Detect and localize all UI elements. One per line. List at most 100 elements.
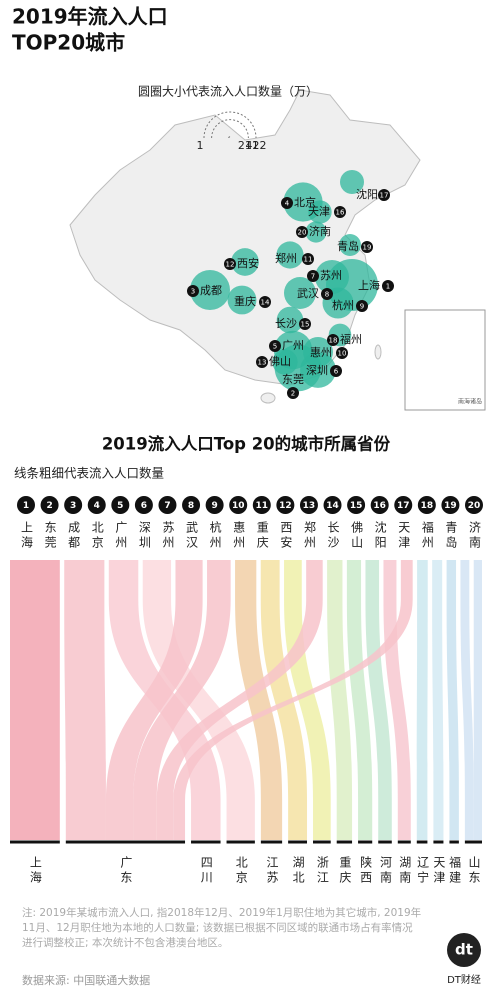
rank: 16: [373, 501, 386, 511]
city-name: 广州: [114, 521, 128, 551]
rank-badge: [347, 496, 366, 514]
map-rank-badge: [327, 334, 339, 346]
rank-badge: [182, 496, 201, 514]
city-name: 成都: [67, 521, 81, 551]
rank-badge: [299, 496, 318, 514]
map-bubble: [305, 221, 327, 243]
province-name: 广东: [119, 856, 133, 886]
map-bubble: [276, 241, 304, 269]
rank: 17: [397, 501, 410, 511]
rank-badge: [394, 496, 413, 514]
rank: 9: [211, 501, 217, 511]
city-name: 重庆: [255, 521, 269, 551]
rank: 4: [94, 501, 100, 511]
map-rank-badge: [287, 387, 299, 399]
map-rank: 8: [325, 291, 329, 299]
rank: 7: [164, 501, 170, 511]
rank-badge: [205, 496, 224, 514]
logo: [447, 933, 481, 967]
rank-badge: [370, 496, 389, 514]
legend-circle: [211, 119, 249, 139]
map-bubble: [276, 306, 304, 334]
city-name: 苏州: [161, 521, 175, 551]
rank-badge: [158, 496, 177, 514]
ribbon: [327, 560, 353, 840]
map-island: [260, 392, 276, 404]
province-name: 湖北: [291, 855, 305, 886]
map-rank-badge: [356, 300, 368, 312]
map-rank-badge: [256, 356, 268, 368]
rank-badge: [252, 496, 271, 514]
rank: 3: [70, 501, 76, 511]
rank: 13: [303, 501, 316, 511]
rank: 2: [46, 501, 52, 511]
rank: 5: [117, 501, 123, 511]
legend-label: 1: [197, 139, 204, 152]
map-rank-badge: [307, 270, 319, 282]
map-rank-badge: [296, 226, 308, 238]
ribbon: [383, 560, 411, 840]
city-name: 天津: [397, 521, 411, 551]
rank: 14: [326, 501, 339, 511]
ribbon: [432, 560, 444, 840]
title-line: TOP20城市: [12, 31, 125, 55]
rank: 1: [23, 501, 29, 511]
rank: 6: [141, 501, 147, 511]
legend-label: 422: [246, 139, 267, 152]
rank: 10: [232, 501, 245, 511]
legend-label: 211: [238, 139, 259, 152]
city-name: 杭州: [208, 520, 222, 551]
map-city-label: 济南: [309, 224, 331, 238]
map-rank-badge: [281, 197, 293, 209]
map-city-label: 重庆: [234, 294, 256, 308]
rank-badge: [417, 496, 436, 514]
map-bubble: [227, 285, 257, 315]
map-rank-badge: [382, 280, 394, 292]
inset-label: 南海诸岛: [458, 398, 482, 406]
map-city-label: 成都: [200, 284, 222, 297]
map-rank-badge: [361, 241, 373, 253]
map-rank: 13: [258, 359, 267, 367]
city-name: 深圳: [137, 521, 151, 551]
map-rank: 6: [334, 368, 339, 376]
map-bubble: [315, 260, 349, 294]
city-name: 长沙: [326, 521, 340, 551]
province-name: 浙江: [315, 856, 329, 886]
rank: 11: [256, 501, 269, 511]
map-city-label: 上海: [358, 278, 380, 292]
map-bubble: [272, 349, 298, 375]
ribbon: [284, 560, 331, 840]
map-island: [374, 344, 382, 360]
map-city-label: 青岛: [337, 239, 359, 253]
map-rank-badge: [269, 340, 281, 352]
map-rank-badge: [336, 347, 348, 359]
rank-badge: [229, 496, 248, 514]
map-rank: 11: [304, 256, 313, 264]
map-city-label: 郑州: [275, 251, 297, 265]
map-rank: 5: [273, 343, 277, 351]
ribbon: [460, 560, 474, 840]
map-city-label: 武汉: [297, 287, 319, 300]
rank-badge: [111, 496, 130, 514]
province-name: 重庆: [338, 856, 352, 886]
ribbon: [133, 560, 231, 840]
province-name: 辽宁: [416, 856, 430, 886]
subtitle: 线条粗细代表流入人口数量: [14, 466, 164, 481]
map-city-label: 福州: [340, 332, 362, 346]
source: 数据来源: 中国联通大数据: [22, 974, 151, 987]
map-rank: 9: [360, 303, 364, 311]
map-rank: 2: [291, 390, 295, 398]
rank: 18: [421, 501, 434, 511]
map-city-label: 杭州: [332, 298, 354, 312]
map-rank: 1: [386, 283, 390, 291]
city-name: 东莞: [43, 521, 57, 551]
map-rank-badge: [378, 189, 390, 201]
map-rank-badge: [330, 365, 342, 377]
province-name: 福建: [448, 855, 462, 886]
city-name: 武汉: [185, 521, 199, 551]
map-bubble: [283, 276, 317, 310]
map-rank: 14: [261, 299, 270, 307]
map-city-label: 沈阳: [356, 187, 378, 201]
